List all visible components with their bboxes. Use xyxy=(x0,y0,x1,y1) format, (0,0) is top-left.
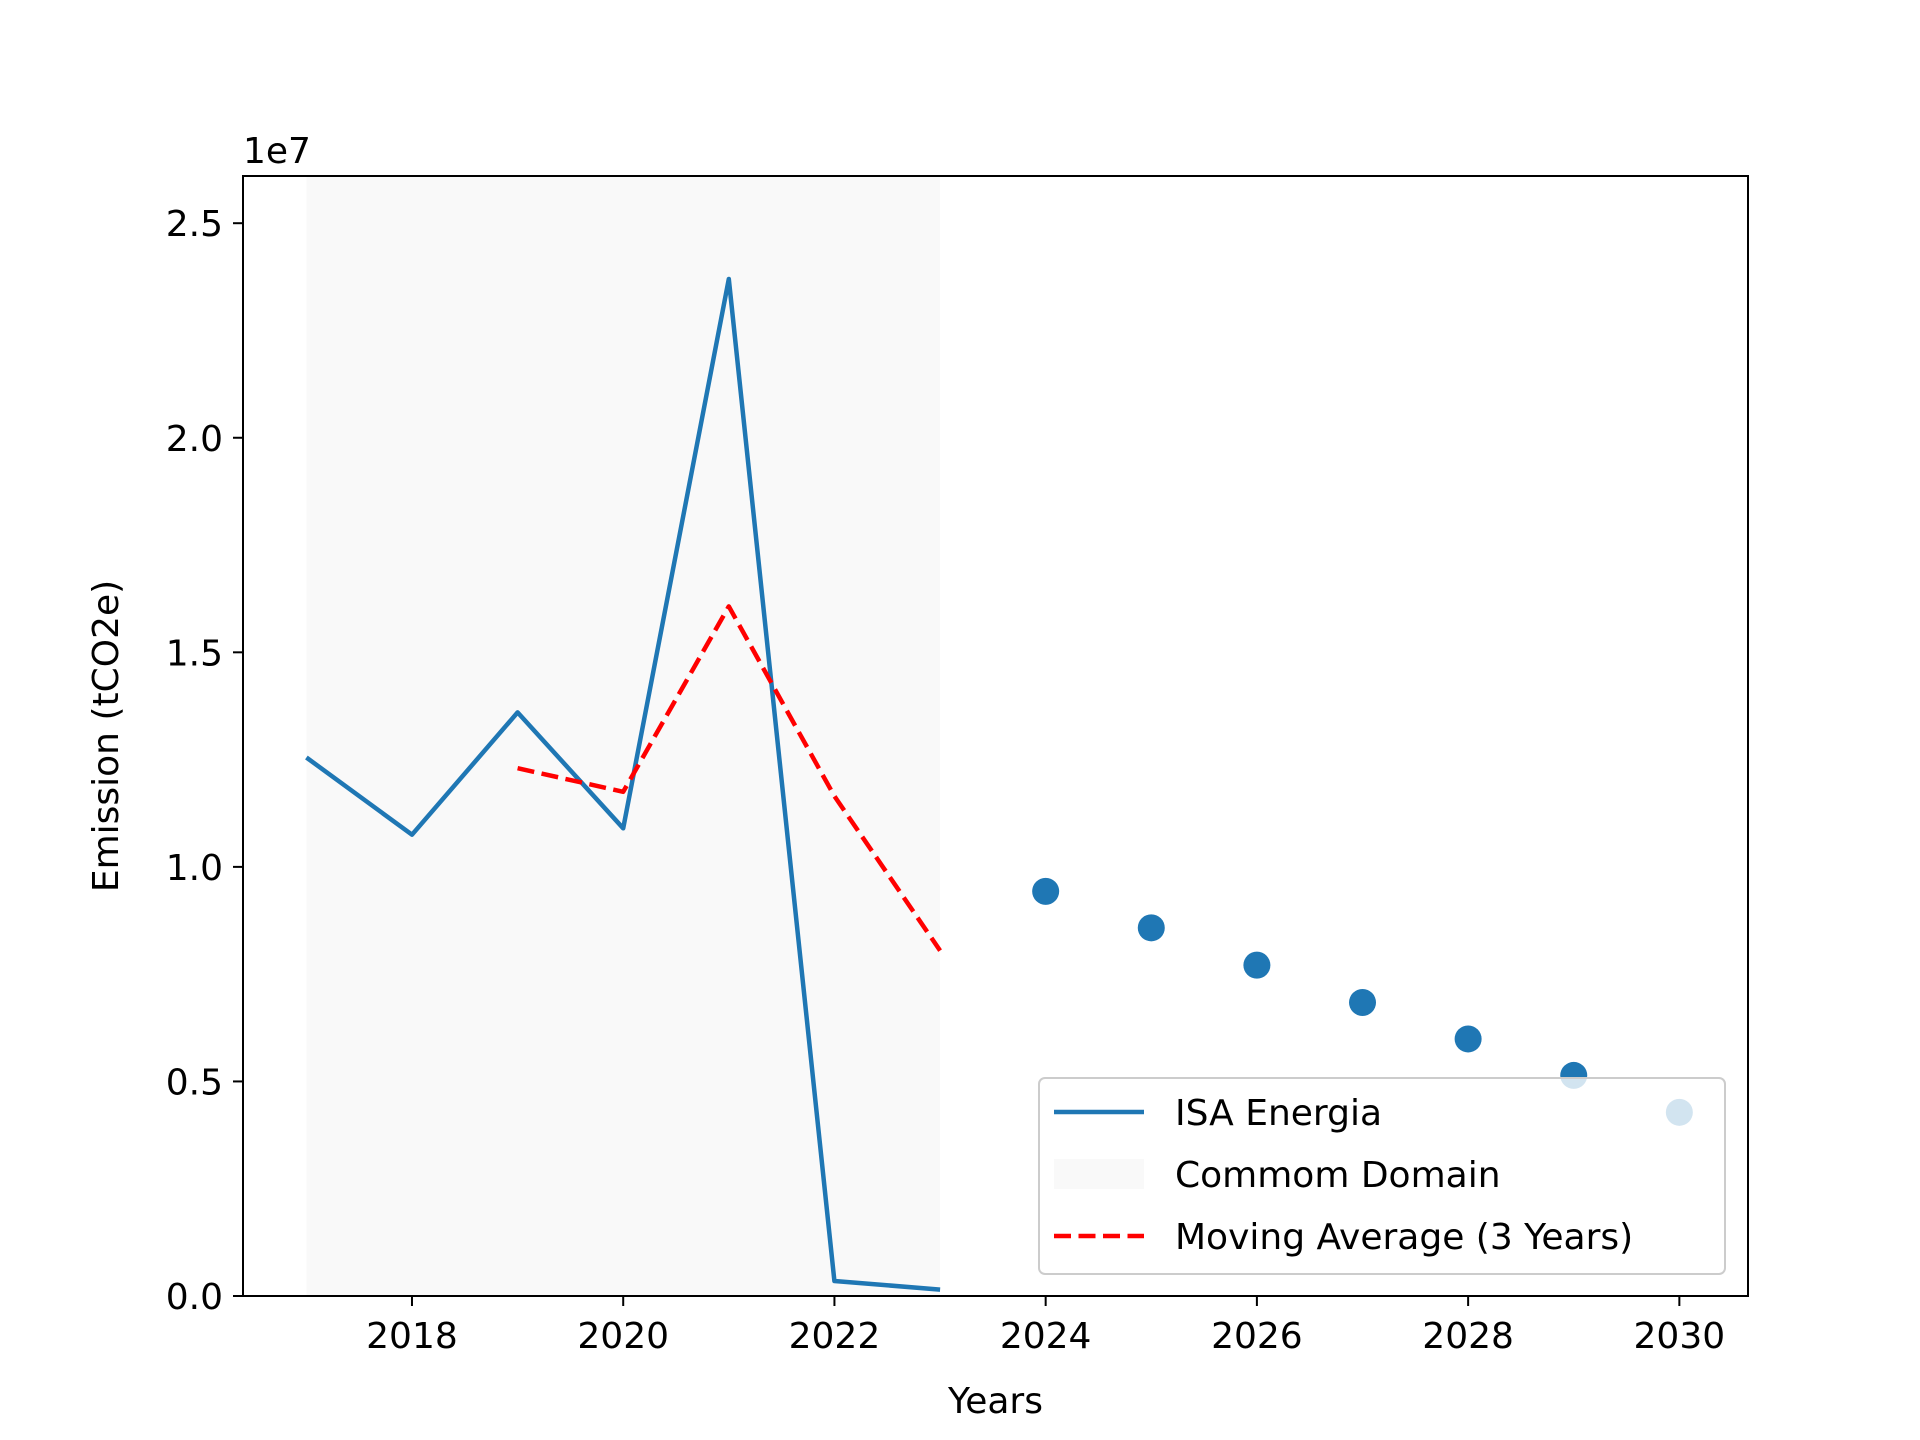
x-tick-label: 2028 xyxy=(1422,1316,1514,1357)
forecast-point xyxy=(1454,1025,1482,1053)
y-tick-label: 2.5 xyxy=(166,204,223,245)
y-tick-label: 1.0 xyxy=(166,848,223,889)
x-tick-label: 2020 xyxy=(577,1316,669,1357)
legend-label-moving-average-3-years: Moving Average (3 Years) xyxy=(1175,1217,1633,1258)
y-tick-label: 2.0 xyxy=(166,419,223,460)
legend-label-commom-domain: Commom Domain xyxy=(1175,1155,1501,1196)
forecast-point xyxy=(1137,914,1165,942)
moving-average-line xyxy=(517,604,942,952)
y-axis-ticks: 0.0 0.5 1.0 1.5 2.0 2.5 xyxy=(166,204,243,1318)
common-domain-span xyxy=(306,176,941,1296)
y-tick-label: 0.5 xyxy=(166,1062,223,1103)
forecast-point xyxy=(1243,951,1271,979)
x-axis-ticks: 2018 2020 2022 2024 2026 2028 2030 xyxy=(366,1296,1725,1357)
y-tick-label: 0.0 xyxy=(166,1277,223,1318)
x-tick-label: 2018 xyxy=(366,1316,458,1357)
y-axis-label: Emission (tCO2e) xyxy=(86,580,127,892)
x-tick-label: 2030 xyxy=(1634,1316,1726,1357)
legend-handle-commom-domain xyxy=(1054,1159,1144,1189)
forecast-point xyxy=(1349,988,1377,1016)
forecast-point xyxy=(1032,877,1060,905)
y-tick-label: 1.5 xyxy=(166,633,223,674)
y-offset-label: 1e7 xyxy=(243,131,311,172)
legend: ISA Energia Commom Domain Moving Average (… xyxy=(1038,1077,1726,1275)
plot-frame xyxy=(242,175,1749,1297)
legend-box xyxy=(1038,1077,1726,1275)
x-tick-label: 2026 xyxy=(1211,1316,1303,1357)
x-axis-label: Years xyxy=(947,1381,1043,1422)
x-tick-label: 2024 xyxy=(1000,1316,1092,1357)
isa-energia-line xyxy=(305,276,941,1292)
series-lines-layer xyxy=(305,276,942,1292)
legend-label-isa-energia: ISA Energia xyxy=(1175,1093,1382,1134)
x-tick-label: 2022 xyxy=(789,1316,881,1357)
